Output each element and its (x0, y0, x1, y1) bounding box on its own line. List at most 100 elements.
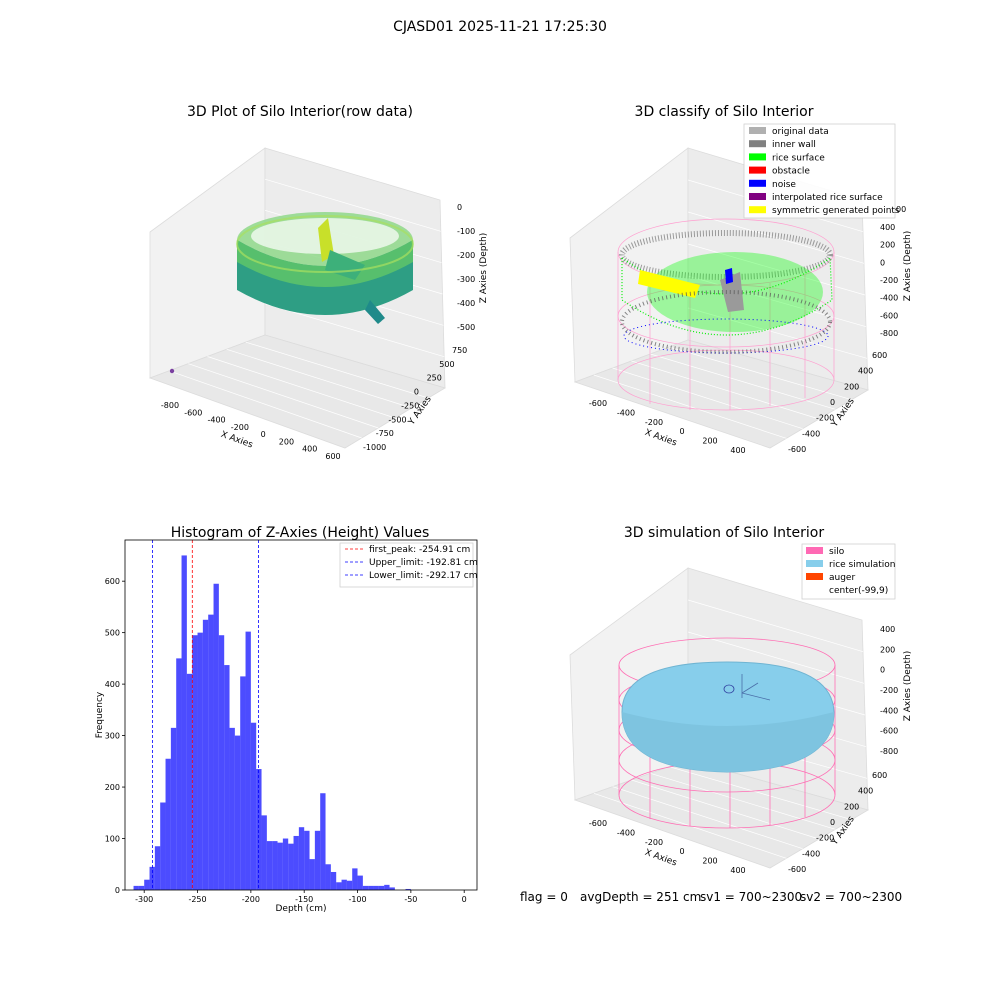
histogram-y-tick-label: 100 (105, 835, 120, 844)
histogram-bar (186, 673, 193, 890)
simulation-x-tick-label: 400 (730, 866, 745, 875)
histogram-bar (368, 885, 374, 890)
simulation-legend: silo rice simulation auger center(-99,9) (801, 543, 895, 600)
raw-x-tick-label: 400 (302, 445, 317, 454)
simulation-y-tick-label: 200 (844, 802, 859, 811)
figure-title: CJASD01 2025-11-21 17:25:30 (393, 19, 607, 35)
classify-legend-label: interpolated rice surface (772, 193, 883, 203)
classify-z-tick-label: -800 (880, 329, 898, 338)
histogram-bar (304, 830, 310, 890)
simulation-z-tick-label: -200 (880, 686, 898, 695)
classify-silo-wireframe (617, 218, 835, 411)
simulation-z-tick-label: -400 (880, 706, 898, 715)
histogram-bar (373, 885, 379, 890)
classify-legend-swatch (749, 179, 766, 187)
histogram-y-tick-label: 300 (105, 732, 120, 741)
classify-y-tick-label: 600 (872, 351, 887, 360)
simulation-legend-swatch (806, 573, 823, 580)
panel-simulation: 3D simulation of Silo Interior (569, 525, 913, 875)
histogram-bar (314, 830, 321, 890)
histogram-x-tick-label: 0 (462, 895, 467, 904)
histogram-bar (293, 835, 299, 890)
histogram-x-label: Depth (cm) (275, 904, 326, 914)
histogram-bar (336, 882, 342, 890)
simulation-y-ticks: 600 400 200 0 -200 -400 -600 (788, 771, 887, 874)
histogram-x-tick-label: -200 (242, 895, 260, 904)
histogram-axes-frame (124, 539, 478, 891)
raw-y-tick-label: 250 (427, 374, 442, 383)
simulation-x-tick-label: -200 (645, 838, 663, 847)
simulation-x-ticks: -600 -400 -200 0 200 400 (589, 819, 746, 875)
histogram-y-ticks: 0 100 200 300 400 500 600 (105, 577, 125, 895)
simulation-x-tick-label: 200 (702, 857, 717, 866)
panel-simulation-title: 3D simulation of Silo Interior (624, 525, 825, 541)
histogram-bar (165, 758, 171, 890)
simulation-z-tick-label: 400 (880, 625, 895, 634)
histogram-reference-lines (152, 540, 259, 890)
histogram-bars (133, 555, 411, 890)
simulation-z-tick-label: 200 (880, 645, 895, 654)
histogram-bar (266, 841, 273, 890)
classify-legend: original data inner wall rice surface obsta… (743, 123, 900, 219)
raw-x-tick-label: 0 (261, 430, 266, 439)
histogram-bar (197, 632, 203, 890)
raw-x-ticks: -800 -600 -400 -200 0 200 400 600 (161, 401, 341, 461)
histogram-bar (405, 888, 411, 890)
histogram-bar (282, 838, 289, 890)
histogram-y-tick-label: 600 (105, 577, 120, 586)
simulation-x-label: X Axies (643, 848, 678, 869)
panel-classify: 3D classify of Silo Interior (569, 104, 913, 455)
classify-z-tick-label: 00 (896, 205, 906, 214)
histogram-x-tick-label: -100 (348, 895, 366, 904)
classify-x-tick-label: 200 (702, 437, 717, 446)
histogram-bar (277, 842, 283, 890)
classify-point-cloud (619, 230, 833, 354)
raw-x-tick-label: -200 (231, 423, 249, 432)
histogram-bar (234, 735, 241, 890)
histogram-bar (341, 879, 347, 890)
simulation-y-tick-label: -200 (816, 834, 834, 843)
histogram-bar (138, 885, 145, 890)
histogram-bar (362, 885, 369, 890)
classify-x-tick-label: -200 (645, 418, 663, 427)
histogram-bar (213, 583, 219, 890)
histogram-y-tick-label: 0 (115, 886, 120, 895)
simulation-legend-label: center(-99,9) (829, 586, 888, 596)
raw-x-tick-label: 200 (279, 437, 294, 446)
histogram-legend-label: Upper_limit: -192.81 cm (369, 558, 478, 568)
simulation-y-tick-label: 0 (830, 818, 835, 827)
classify-x-label: X Axies (643, 428, 678, 449)
classify-x-tick-label: -600 (589, 399, 607, 408)
classify-z-label: Z Axies (Depth) (903, 231, 913, 302)
classify-x-tick-label: 0 (679, 427, 684, 436)
simulation-z-tick-label: -600 (880, 727, 898, 736)
histogram-bar (330, 871, 337, 890)
classify-z-tick-label: -200 (880, 276, 898, 285)
raw-x-tick-label: -400 (207, 416, 225, 425)
classify-legend-label: inner wall (772, 140, 816, 150)
simulation-x-tick-label: -600 (589, 819, 607, 828)
classify-legend-swatch (749, 127, 766, 134)
classify-y-tick-label: 200 (844, 382, 859, 391)
classify-legend-label: noise (772, 180, 796, 190)
histogram-bar (352, 868, 358, 890)
histogram-bar (192, 635, 198, 890)
histogram-legend: first_peak: -254.91 cm Upper_limit: -192.… (339, 542, 478, 588)
raw-y-tick-label: -1000 (363, 443, 386, 452)
classify-z-tick-label: 200 (880, 241, 895, 250)
histogram-bar (272, 841, 278, 890)
histogram-bar (288, 843, 294, 890)
histogram-bar (218, 635, 225, 890)
raw-z-ticks: 0 -100 -200 -300 -400 -500 (457, 203, 475, 332)
simulation-y-tick-label: -600 (788, 865, 806, 874)
histogram-bar (229, 727, 235, 890)
raw-y-tick-label: 0 (414, 388, 419, 397)
histogram-bar (261, 815, 267, 890)
raw-z-tick-label: -400 (457, 299, 475, 308)
raw-y-ticks: 750 500 250 0 -250 -500 -750 -1000 (363, 346, 467, 452)
classify-y-tick-label: 0 (830, 398, 835, 407)
histogram-bar (245, 631, 251, 890)
histogram-y-tick-label: 200 (105, 783, 120, 792)
simulation-z-ticks: 400 200 0 -200 -400 -600 -800 (880, 625, 898, 756)
histogram-legend-label: first_peak: -254.91 cm (369, 545, 470, 555)
